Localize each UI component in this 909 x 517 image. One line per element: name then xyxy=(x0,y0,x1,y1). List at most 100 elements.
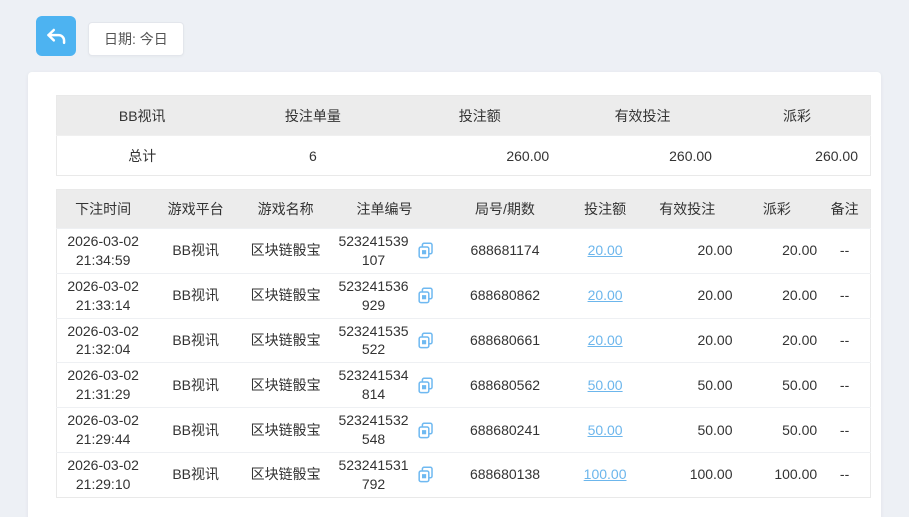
table-row: 2026-03-02 21:33:14 BB视讯 区块链骰宝 523241536… xyxy=(56,272,871,319)
copy-icon xyxy=(417,242,434,262)
detail-header-platform: 游戏平台 xyxy=(149,189,243,229)
cell-round-no: 688680562 xyxy=(439,362,571,408)
cell-order-no: 523241532548 xyxy=(329,407,440,453)
order-number: 523241531792 xyxy=(338,456,409,492)
cell-round-no: 688680138 xyxy=(439,451,571,498)
cell-platform: BB视讯 xyxy=(149,228,243,274)
cell-round-no: 688680241 xyxy=(439,407,571,453)
cell-remark: -- xyxy=(819,451,871,498)
cell-valid-bet: 20.00 xyxy=(640,272,735,319)
cell-platform: BB视讯 xyxy=(149,362,243,408)
summary-total-label: 总计 xyxy=(56,135,228,176)
summary-total-bet-count: 6 xyxy=(227,135,399,176)
bet-amount-link[interactable]: 20.00 xyxy=(587,287,623,304)
copy-order-button[interactable] xyxy=(417,377,434,394)
summary-header-bet-amount: 投注额 xyxy=(398,95,562,136)
back-button[interactable] xyxy=(36,16,76,56)
cell-remark: -- xyxy=(819,228,871,274)
cell-order-no: 523241539107 xyxy=(329,228,440,274)
cell-bet-amount: 20.00 xyxy=(570,228,641,274)
detail-header-payout: 派彩 xyxy=(734,189,820,229)
detail-header-valid-bet: 有效投注 xyxy=(640,189,735,229)
cell-payout: 20.00 xyxy=(734,317,820,363)
cell-order-no: 523241536929 xyxy=(329,272,440,319)
cell-bet-time: 2026-03-02 21:33:14 xyxy=(56,272,150,319)
cell-order-no: 523241535522 xyxy=(329,317,440,363)
cell-remark: -- xyxy=(819,272,871,319)
summary-header-row: BB视讯 投注单量 投注额 有效投注 派彩 xyxy=(56,95,871,136)
cell-game-name: 区块链骰宝 xyxy=(242,228,330,274)
cell-bet-amount: 50.00 xyxy=(570,362,641,408)
order-number: 523241539107 xyxy=(338,233,409,268)
detail-header-bet-amount: 投注额 xyxy=(570,189,641,229)
cell-round-no: 688681174 xyxy=(439,228,571,274)
cell-bet-amount: 50.00 xyxy=(570,407,641,453)
copy-order-button[interactable] xyxy=(417,466,434,483)
table-row: 2026-03-02 21:32:04 BB视讯 区块链骰宝 523241535… xyxy=(56,317,871,363)
report-card: BB视讯 投注单量 投注额 有效投注 派彩 总计 6 260.00 260.00… xyxy=(28,72,881,517)
bet-amount-link[interactable]: 50.00 xyxy=(587,376,623,393)
copy-order-button[interactable] xyxy=(417,287,434,304)
detail-header-game: 游戏名称 xyxy=(242,189,330,229)
cell-valid-bet: 20.00 xyxy=(640,228,735,274)
copy-icon xyxy=(417,332,434,352)
cell-payout: 50.00 xyxy=(734,407,820,453)
cell-game-name: 区块链骰宝 xyxy=(242,407,330,453)
cell-payout: 100.00 xyxy=(734,451,820,498)
cell-round-no: 688680862 xyxy=(439,272,571,319)
table-row: 2026-03-02 21:31:29 BB视讯 区块链骰宝 523241534… xyxy=(56,362,871,408)
copy-icon xyxy=(417,377,434,397)
cell-platform: BB视讯 xyxy=(149,317,243,363)
cell-bet-amount: 100.00 xyxy=(570,451,641,498)
cell-remark: -- xyxy=(819,362,871,408)
table-row: 2026-03-02 21:29:44 BB视讯 区块链骰宝 523241532… xyxy=(56,407,871,453)
cell-game-name: 区块链骰宝 xyxy=(242,317,330,363)
cell-bet-time: 2026-03-02 21:34:59 xyxy=(56,228,150,274)
summary-header-payout: 派彩 xyxy=(723,95,871,136)
bet-amount-link[interactable]: 20.00 xyxy=(587,332,623,348)
copy-order-button[interactable] xyxy=(417,242,434,259)
detail-table-body: 2026-03-02 21:34:59 BB视讯 区块链骰宝 523241539… xyxy=(56,228,871,498)
summary-total-bet-amount: 260.00 xyxy=(398,135,562,176)
cell-platform: BB视讯 xyxy=(149,451,243,498)
cell-bet-amount: 20.00 xyxy=(570,272,641,319)
cell-valid-bet: 50.00 xyxy=(640,407,735,453)
copy-order-button[interactable] xyxy=(417,332,434,349)
bet-amount-link[interactable]: 20.00 xyxy=(587,242,623,259)
cell-bet-amount: 20.00 xyxy=(570,317,641,363)
copy-icon xyxy=(417,466,434,486)
cell-order-no: 523241534814 xyxy=(329,362,440,408)
summary-table: BB视讯 投注单量 投注额 有效投注 派彩 总计 6 260.00 260.00… xyxy=(56,95,871,176)
order-number: 523241535522 xyxy=(338,322,409,358)
cell-bet-time: 2026-03-02 21:29:44 xyxy=(56,407,150,453)
undo-arrow-icon xyxy=(45,25,68,48)
cell-round-no: 688680661 xyxy=(439,317,571,363)
cell-payout: 20.00 xyxy=(734,272,820,319)
cell-game-name: 区块链骰宝 xyxy=(242,272,330,319)
bet-amount-link[interactable]: 100.00 xyxy=(583,466,627,483)
copy-order-button[interactable] xyxy=(417,421,434,442)
cell-order-no: 523241531792 xyxy=(329,451,440,498)
summary-header-platform: BB视讯 xyxy=(56,95,228,136)
table-row: 2026-03-02 21:29:10 BB视讯 区块链骰宝 523241531… xyxy=(56,451,871,498)
copy-icon xyxy=(417,421,434,442)
cell-platform: BB视讯 xyxy=(149,407,243,453)
detail-header-order-no: 注单编号 xyxy=(329,189,440,229)
order-number: 523241534814 xyxy=(338,367,409,403)
summary-header-bet-count: 投注单量 xyxy=(227,95,399,136)
cell-game-name: 区块链骰宝 xyxy=(242,451,330,498)
detail-header-time: 下注时间 xyxy=(56,189,150,229)
cell-payout: 50.00 xyxy=(734,362,820,408)
summary-total-payout: 260.00 xyxy=(723,135,871,176)
detail-table: 下注时间 游戏平台 游戏名称 注单编号 局号/期数 投注额 有效投注 派彩 备注… xyxy=(56,189,871,498)
order-number: 523241536929 xyxy=(338,277,409,313)
summary-total-row: 总计 6 260.00 260.00 260.00 xyxy=(56,135,871,176)
date-filter-button[interactable]: 日期: 今日 xyxy=(88,22,184,56)
bet-amount-link[interactable]: 50.00 xyxy=(587,421,623,438)
cell-remark: -- xyxy=(819,317,871,363)
summary-total-valid-bet: 260.00 xyxy=(561,135,724,176)
cell-bet-time: 2026-03-02 21:29:10 xyxy=(56,451,150,498)
cell-valid-bet: 100.00 xyxy=(640,451,735,498)
table-row: 2026-03-02 21:34:59 BB视讯 区块链骰宝 523241539… xyxy=(56,228,871,274)
detail-header-remark: 备注 xyxy=(819,189,871,229)
